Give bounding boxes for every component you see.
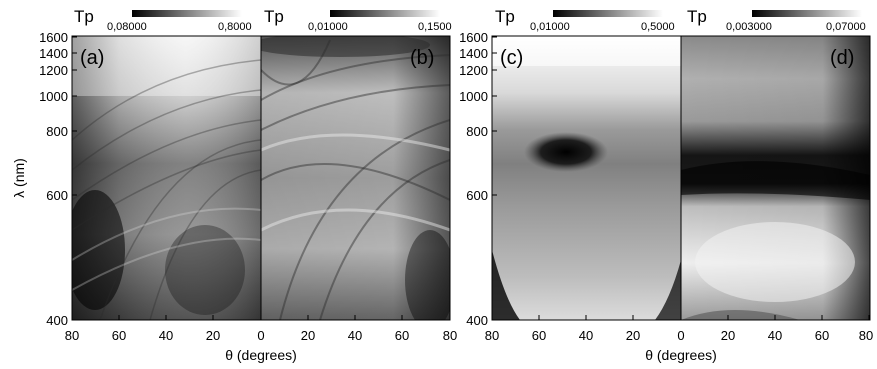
colorbar-d-max: 0,07000 [826, 21, 866, 33]
colorbar-b-min: 0,01000 [308, 21, 348, 33]
x-tick-label: 40 [348, 328, 362, 343]
y-tick-label: 1200 [459, 63, 488, 78]
y-axis-right: 400 600 800 1000 1200 1400 1600 [459, 30, 488, 328]
x-tick-label: 0 [677, 328, 684, 343]
colorbar-c: Tp 0,01000 0,5000 [495, 7, 675, 33]
y-tick-label: 1000 [39, 89, 68, 104]
y-tick-label: 800 [46, 124, 68, 139]
colorbar-a-gradient [132, 10, 242, 17]
y-axis-left: 400 600 800 1000 1200 1400 1600 λ (nm) [11, 30, 68, 328]
y-tick-label: 1200 [39, 63, 68, 78]
heatmap-d [681, 36, 870, 320]
colorbar-a-title: Tp [74, 7, 94, 26]
colorbar-c-max: 0,5000 [641, 21, 675, 33]
y-tick-label: 800 [466, 124, 488, 139]
colorbar-d-title: Tp [687, 7, 707, 26]
y-tick-label: 1000 [459, 89, 488, 104]
colorbar-c-title: Tp [495, 7, 515, 26]
x-axis-title-ab: θ (degrees) [225, 347, 297, 363]
colorbar-b: Tp 0,01000 0,1500 [264, 7, 452, 33]
x-axis-title-cd: θ (degrees) [645, 347, 717, 363]
y-tick-label: 400 [46, 313, 68, 328]
x-tick-label: 80 [485, 328, 499, 343]
colorbar-a-max: 0,8000 [218, 21, 252, 33]
x-tick-label: 40 [159, 328, 173, 343]
colorbar-b-gradient [330, 10, 440, 17]
x-tick-label: 80 [443, 328, 457, 343]
panel-label-c: (c) [500, 47, 523, 69]
colorbar-d-gradient [752, 10, 862, 17]
x-tick-label: 20 [721, 328, 735, 343]
colorbar-a: Tp 0,08000 0,8000 [74, 7, 252, 33]
panel-label-a: (a) [80, 47, 104, 69]
colorbar-c-gradient [553, 10, 663, 17]
x-tick-marks [71, 315, 870, 320]
x-tick-label: 0 [257, 328, 264, 343]
y-tick-label: 1600 [459, 30, 488, 45]
y-tick-label: 1400 [39, 46, 68, 61]
colorbar-c-min: 0,01000 [530, 21, 570, 33]
colorbar-b-max: 0,1500 [418, 21, 452, 33]
x-tick-label: 60 [395, 328, 409, 343]
y-tick-label: 1400 [459, 46, 488, 61]
x-tick-label: 60 [532, 328, 546, 343]
panel-label-b: (b) [410, 47, 434, 69]
x-tick-label: 20 [301, 328, 315, 343]
y-tick-marks [72, 36, 497, 321]
colorbar-d: Tp 0,003000 0,07000 [687, 7, 866, 33]
x-tick-label: 40 [579, 328, 593, 343]
y-tick-label: 400 [466, 313, 488, 328]
y-tick-label: 1600 [39, 30, 68, 45]
x-tick-label: 60 [112, 328, 126, 343]
heatmap-a [72, 36, 261, 320]
x-tick-label: 80 [859, 328, 873, 343]
x-tick-label: 80 [65, 328, 79, 343]
x-axis-cd: 80 60 40 20 0 20 40 60 80 θ (degrees) [485, 328, 873, 363]
x-tick-label: 40 [768, 328, 782, 343]
colorbar-d-min: 0,003000 [726, 21, 772, 33]
y-axis-title: λ (nm) [11, 158, 27, 198]
x-axis-ab: 80 60 40 20 0 20 40 60 80 θ (degrees) [65, 328, 457, 363]
x-tick-label: 20 [206, 328, 220, 343]
colorbar-a-min: 0,08000 [107, 21, 147, 33]
x-tick-label: 20 [626, 328, 640, 343]
panel-label-d: (d) [830, 47, 854, 69]
heatmap-b [261, 36, 450, 320]
colorbar-b-title: Tp [264, 7, 284, 26]
y-tick-label: 600 [466, 188, 488, 203]
heatmap-c [492, 36, 681, 320]
y-tick-label: 600 [46, 188, 68, 203]
x-tick-label: 60 [815, 328, 829, 343]
